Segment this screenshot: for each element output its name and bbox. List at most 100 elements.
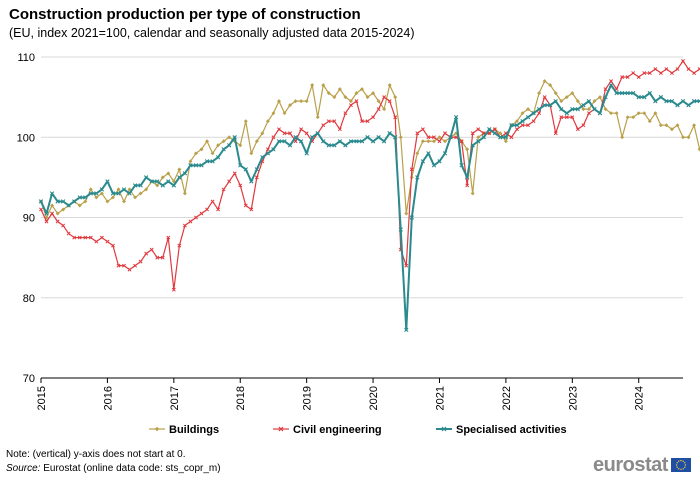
point-specialised-activities — [99, 187, 105, 192]
point-civil-engineering — [515, 127, 519, 132]
point-civil-engineering — [387, 99, 392, 104]
point-civil-engineering — [658, 71, 663, 76]
point-civil-engineering — [232, 171, 237, 176]
point-specialised-activities — [553, 98, 558, 104]
point-civil-engineering — [221, 187, 226, 192]
point-specialised-activities — [310, 135, 315, 140]
point-specialised-activities — [348, 139, 354, 144]
flag-star — [680, 468, 682, 471]
point-buildings — [182, 191, 187, 196]
point-specialised-activities — [359, 139, 365, 144]
point-specialised-activities — [437, 159, 442, 164]
point-buildings — [271, 111, 276, 116]
point-civil-engineering — [642, 71, 647, 76]
point-civil-engineering — [564, 115, 569, 120]
point-civil-engineering — [559, 115, 564, 120]
point-buildings — [404, 211, 409, 216]
point-buildings — [210, 151, 215, 156]
x-tick-label-2018: 2018 — [235, 386, 247, 410]
point-civil-engineering — [437, 139, 442, 144]
x-tick-label-2021: 2021 — [434, 386, 446, 410]
flag-star — [682, 468, 684, 470]
point-specialised-activities — [238, 163, 243, 168]
point-specialised-activities — [121, 187, 127, 192]
point-civil-engineering — [404, 263, 409, 268]
point-specialised-activities — [182, 171, 188, 176]
point-specialised-activities — [83, 195, 88, 200]
point-buildings — [83, 199, 88, 204]
point-specialised-activities — [492, 131, 498, 136]
point-specialised-activities — [171, 183, 177, 188]
point-buildings — [614, 111, 619, 116]
point-civil-engineering — [675, 67, 680, 71]
flag-star — [678, 468, 680, 470]
point-specialised-activities — [597, 110, 603, 116]
gridlines — [41, 56, 683, 299]
point-civil-engineering — [77, 235, 82, 240]
point-specialised-activities — [116, 191, 121, 196]
point-civil-engineering — [509, 135, 514, 140]
point-buildings — [420, 139, 425, 144]
point-civil-engineering — [227, 179, 232, 184]
point-civil-engineering — [371, 115, 376, 120]
point-specialised-activities — [160, 183, 165, 188]
point-civil-engineering — [254, 175, 259, 180]
point-specialised-activities — [448, 135, 453, 140]
y-tick-label-70: 70 — [23, 373, 35, 385]
point-specialised-activities — [143, 175, 149, 180]
point-civil-engineering — [133, 263, 138, 268]
point-civil-engineering — [277, 127, 281, 132]
point-specialised-activities — [166, 179, 171, 184]
point-specialised-activities — [642, 94, 647, 100]
point-specialised-activities — [608, 82, 614, 88]
legend-label-specialised-activities: Specialised activities — [456, 424, 567, 436]
point-civil-engineering — [431, 135, 436, 140]
point-buildings — [299, 99, 304, 104]
point-specialised-activities — [691, 98, 697, 104]
point-civil-engineering — [282, 131, 287, 136]
point-specialised-activities — [426, 151, 431, 156]
point-buildings — [620, 135, 625, 140]
point-buildings — [360, 87, 364, 92]
point-civil-engineering — [526, 123, 530, 128]
point-civil-engineering — [570, 115, 575, 120]
point-buildings — [681, 135, 685, 140]
point-specialised-activities — [498, 135, 503, 140]
point-specialised-activities — [282, 139, 287, 144]
point-civil-engineering — [144, 251, 149, 256]
legend: Buildings Civil engineering Specialised ac… — [149, 424, 567, 436]
point-specialised-activities — [298, 139, 304, 144]
x-tick-label-2015: 2015 — [36, 386, 48, 410]
point-civil-engineering — [288, 131, 293, 136]
point-civil-engineering — [647, 71, 652, 76]
point-buildings — [354, 91, 359, 96]
point-specialised-activities — [547, 102, 553, 108]
point-specialised-activities — [570, 106, 575, 112]
point-specialised-activities — [586, 98, 592, 104]
point-civil-engineering — [365, 119, 370, 124]
point-civil-engineering — [382, 95, 387, 100]
point-specialised-activities — [293, 135, 298, 140]
point-civil-engineering — [194, 215, 198, 220]
point-buildings — [277, 99, 281, 104]
point-buildings — [193, 151, 198, 156]
point-specialised-activities — [365, 135, 370, 140]
point-civil-engineering — [99, 235, 104, 240]
point-buildings — [133, 195, 138, 200]
eurostat-logo: eurostat — [593, 452, 691, 478]
series-line-buildings — [40, 80, 700, 219]
point-buildings — [326, 91, 331, 96]
point-buildings — [216, 143, 221, 148]
point-buildings — [686, 135, 691, 140]
series-civil-engineering — [39, 59, 700, 292]
point-buildings — [337, 87, 342, 92]
point-civil-engineering — [243, 203, 248, 208]
point-specialised-activities — [453, 114, 459, 120]
point-civil-engineering — [326, 119, 331, 124]
point-civil-engineering — [127, 267, 132, 272]
point-civil-engineering — [426, 135, 431, 140]
point-civil-engineering — [343, 111, 348, 116]
point-specialised-activities — [431, 163, 437, 168]
source-label: Source: — [6, 463, 41, 474]
point-specialised-activities — [315, 131, 320, 136]
